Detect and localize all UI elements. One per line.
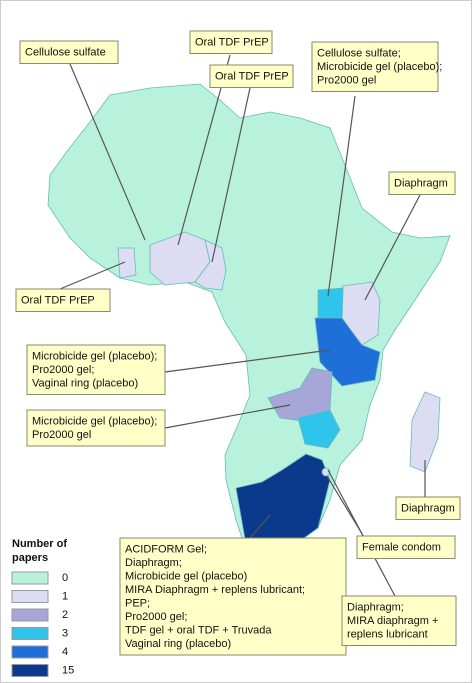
- callout-text: Cellulose sulfate: [25, 47, 106, 59]
- leader-line: [164, 404, 291, 429]
- leader-line: [327, 469, 396, 597]
- callout-text: Oral TDF PrEP: [215, 71, 289, 83]
- callout-text: Diaphragm;: [347, 602, 404, 614]
- callout-box: [26, 409, 166, 447]
- leader-line: [59, 261, 126, 290]
- callout-text: Pro2000 gel: [317, 75, 376, 87]
- cameroon: [194, 239, 227, 291]
- callout-box: [15, 288, 111, 312]
- legend-swatch: [11, 664, 49, 677]
- leader-line: [327, 95, 356, 297]
- legend-swatch: [11, 645, 49, 659]
- callout-text: Pro2000 gel: [32, 429, 91, 441]
- legend-title: Number of: [12, 538, 67, 550]
- legend-swatch: [11, 571, 49, 585]
- callout-text: ACIDFORM Gel;: [125, 544, 207, 556]
- callout-box: [119, 537, 347, 656]
- callout-text: Vaginal ring (placebo): [32, 378, 138, 390]
- callout-box: [26, 344, 166, 395]
- ghana: [117, 247, 137, 279]
- callout-text: Cellulose sulfate;: [317, 48, 401, 60]
- callout-box: [311, 41, 439, 92]
- leader-line: [211, 87, 251, 263]
- callout-text: Microbicide gel (placebo);: [317, 61, 442, 73]
- callout-text: Oral TDF PrEP: [195, 37, 269, 49]
- callout-text: MIRA Diaphragm + replens lubricant;: [125, 584, 305, 596]
- legend-label: 3: [62, 627, 68, 639]
- callout-text: replens lubricant: [347, 629, 428, 641]
- leader-lines: [59, 54, 426, 597]
- leader-line: [164, 349, 331, 373]
- callout-box: [395, 496, 461, 520]
- legend-label: 15: [62, 664, 74, 676]
- callout-box: [341, 595, 457, 646]
- callout-text: Oral TDF PrEP: [21, 295, 95, 307]
- callout-text: Pro2000 gel;: [125, 611, 187, 623]
- callout-text: Diaphragm: [401, 503, 455, 515]
- leader-line: [69, 63, 146, 241]
- legend-label: 2: [62, 609, 68, 621]
- callout-box: [19, 40, 119, 64]
- legend-swatch: [11, 590, 49, 603]
- callout-text: TDF gel + oral TDF + Truvada: [125, 625, 272, 637]
- callout-text: MIRA diaphragm +: [347, 615, 438, 627]
- callout-text: PEP;: [125, 598, 150, 610]
- callout-text: Pro2000 gel;: [32, 364, 94, 376]
- legend-swatch: [11, 627, 49, 640]
- callout-text: Diaphragm;: [125, 557, 182, 569]
- legend-label: 0: [62, 572, 68, 584]
- callout-text: Female condom: [362, 542, 441, 554]
- zimbabwe: [297, 409, 341, 449]
- callouts: Cellulose sulfate Oral TDF PrEP Oral TDF P…: [15, 30, 461, 656]
- tanzania: [314, 317, 381, 387]
- callout-text: Microbicide gel (placebo);: [32, 416, 157, 428]
- legend-label: 1: [62, 590, 68, 602]
- leader-line: [364, 194, 421, 301]
- callout-box: [356, 535, 456, 559]
- zambia: [267, 367, 333, 423]
- legend-swatch: [11, 608, 49, 622]
- legend-label: 4: [62, 646, 68, 658]
- callout-text: Microbicide gel (placebo): [125, 571, 247, 583]
- uganda: [317, 287, 344, 319]
- callout-text: Microbicide gel (placebo);: [32, 351, 157, 363]
- africa: [47, 83, 451, 557]
- callout-box: [209, 64, 294, 88]
- legend: Number of papers 0 1 2 3 4 15: [11, 538, 74, 677]
- callout-text: Diaphragm: [394, 178, 448, 190]
- callout-box: [189, 30, 273, 54]
- callout-text: Vaginal ring (placebo): [125, 638, 231, 650]
- leader-line: [249, 514, 271, 539]
- legend-title: papers: [12, 552, 48, 564]
- callout-box: [388, 171, 456, 195]
